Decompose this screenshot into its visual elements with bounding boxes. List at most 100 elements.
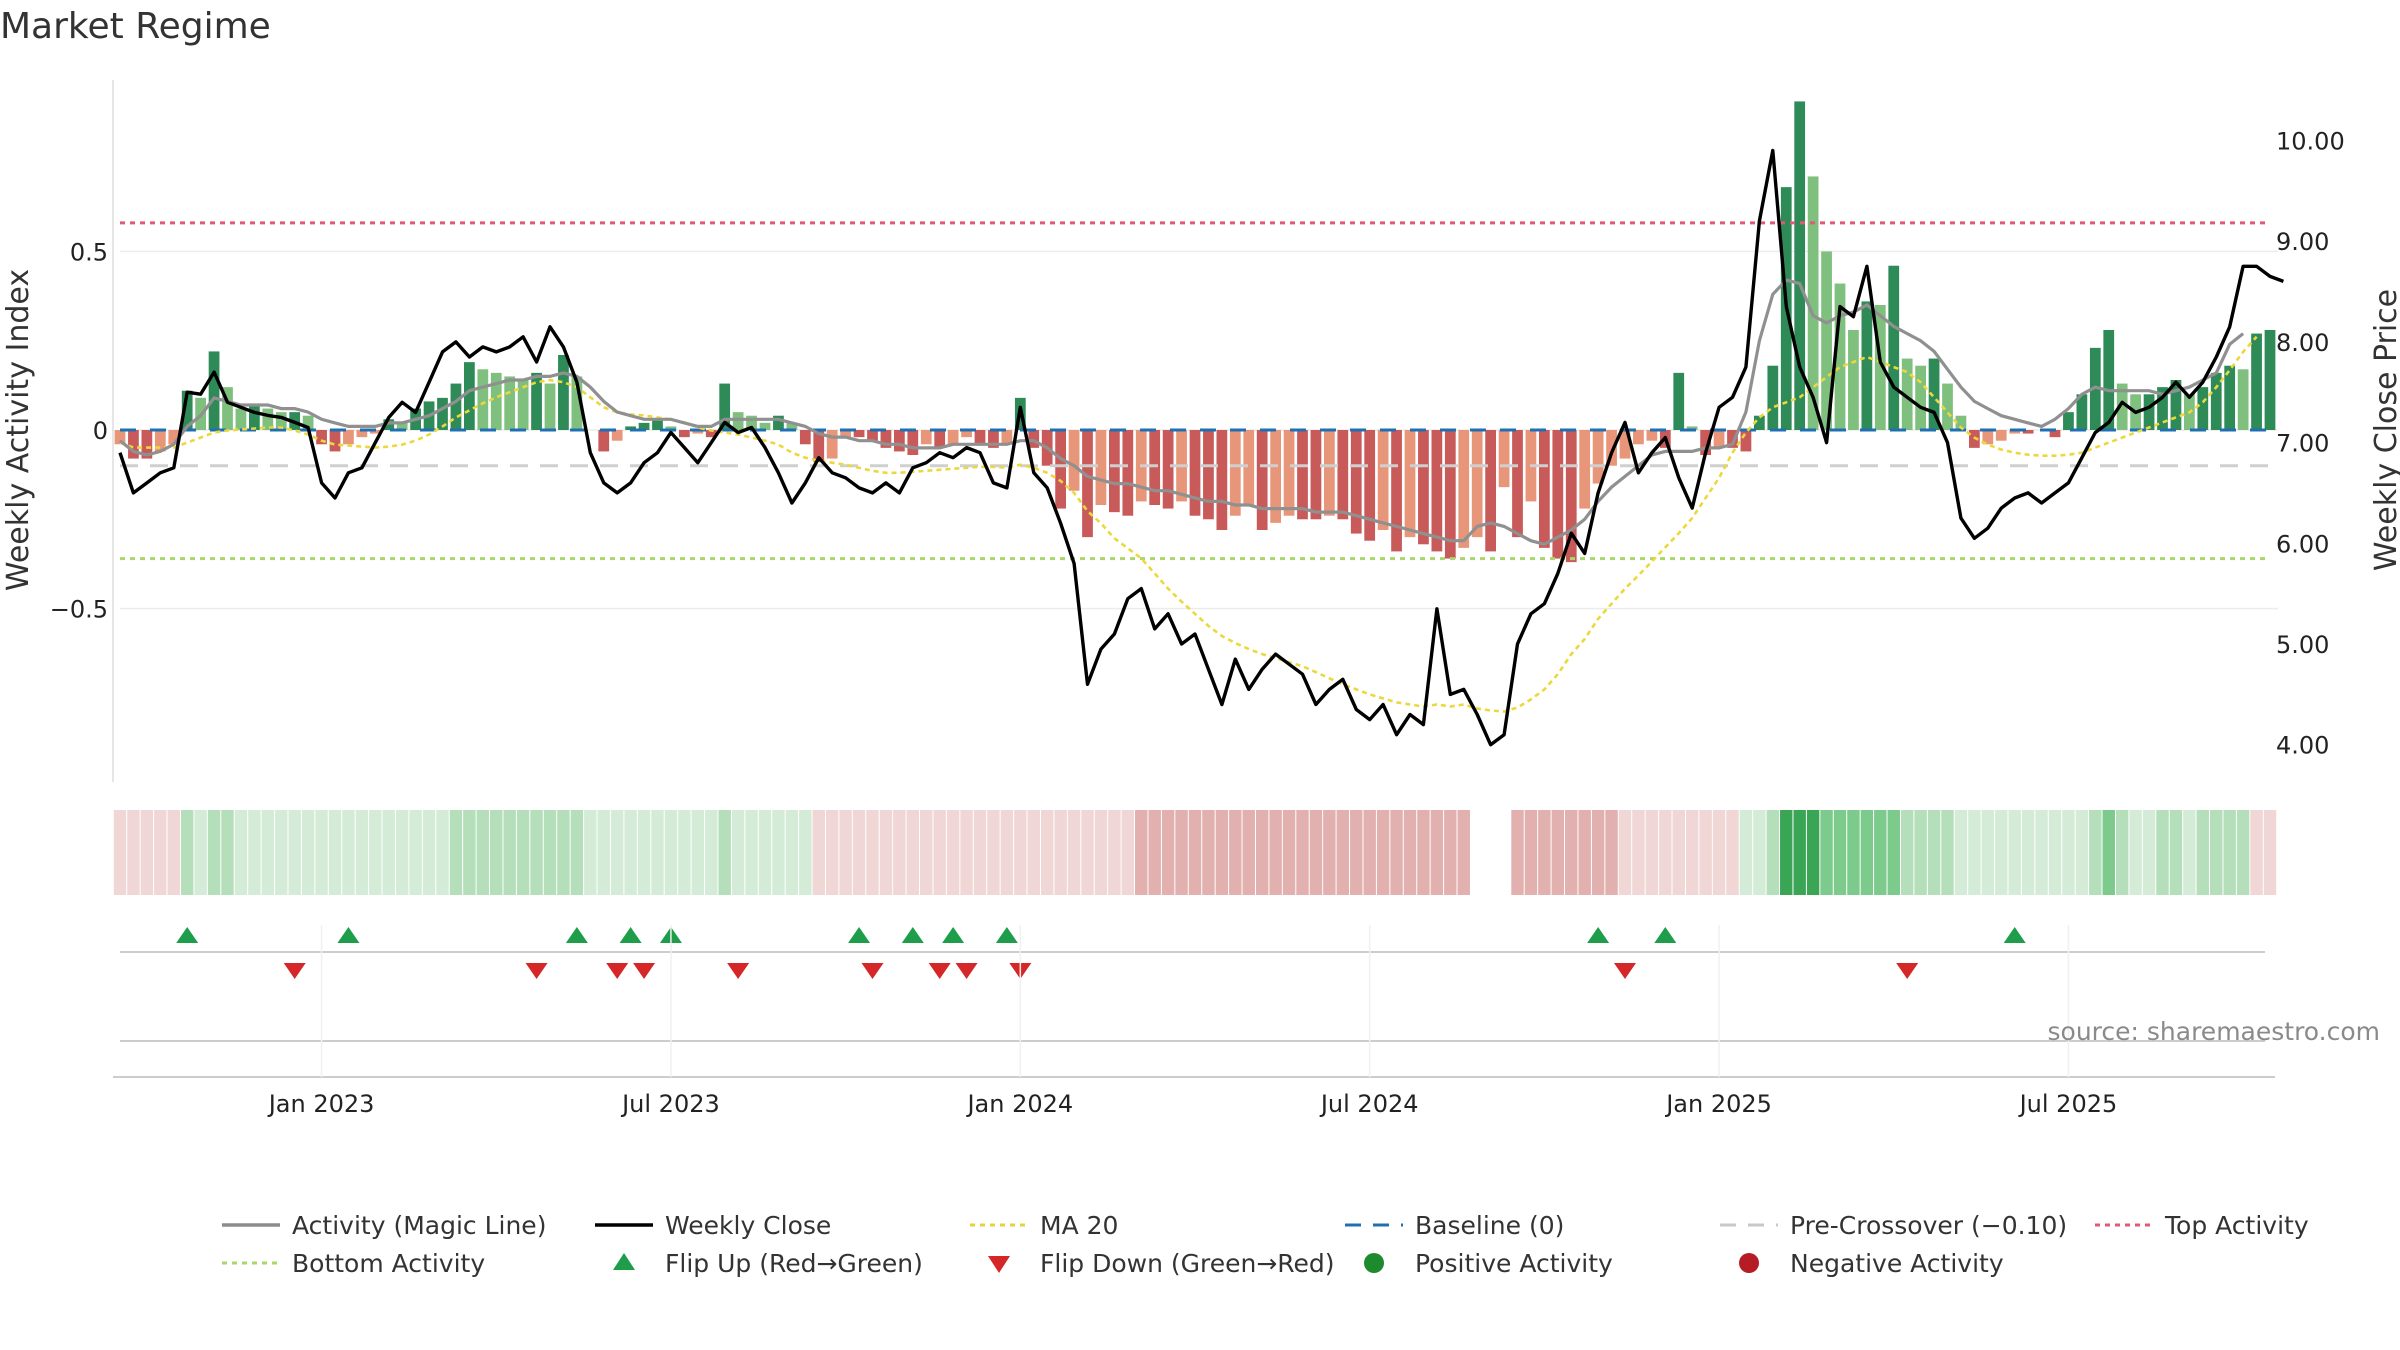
flip-down-marker [861, 963, 884, 979]
regime-cell [1565, 810, 1578, 895]
activity-bar [746, 415, 757, 430]
regime-cell [879, 810, 893, 895]
regime-cell [664, 810, 678, 895]
activity-bar [1955, 415, 1967, 430]
regime-cell [825, 810, 839, 895]
regime-cell [1309, 810, 1323, 895]
regime-cell [1645, 810, 1659, 895]
activity-bar [1901, 358, 1913, 430]
x-tick-label: Jul 2025 [2018, 1090, 2118, 1118]
flip-down-marker [1896, 963, 1919, 979]
legend-swatch [1739, 1253, 1759, 1273]
regime-cell [1927, 810, 1941, 895]
activity-bar [598, 430, 610, 452]
regime-cell [1874, 810, 1887, 895]
regime-strip [113, 810, 2277, 895]
regime-cell [2089, 810, 2102, 895]
activity-bar [799, 430, 811, 445]
x-tick-label: Jan 2023 [267, 1090, 375, 1118]
activity-bar [1471, 430, 1483, 538]
activity-bar [141, 430, 153, 459]
activity-bar [504, 376, 516, 430]
activity-bar [732, 412, 744, 430]
legend-label: Flip Up (Red→Green) [665, 1249, 923, 1278]
regime-cell [1968, 810, 1981, 895]
regime-cell [1108, 810, 1121, 895]
activity-bar [961, 430, 972, 438]
activity-bar [464, 362, 475, 430]
regime-cell [1215, 810, 1229, 895]
activity-bar [450, 383, 462, 430]
legend-label: Bottom Activity [292, 1249, 485, 1278]
activity-bar [1216, 430, 1228, 530]
activity-bar [343, 430, 354, 445]
regime-cell [1255, 810, 1269, 895]
regime-cell [1712, 810, 1726, 895]
regime-cell [369, 810, 382, 895]
activity-bar [934, 430, 946, 448]
activity-bar [1633, 430, 1644, 445]
regime-cell [2196, 810, 2210, 895]
activity-bar [759, 422, 771, 430]
activity-bar [1713, 430, 1725, 448]
activity-bar [920, 430, 932, 445]
regime-cell [906, 810, 920, 895]
activity-bar [1324, 430, 1335, 516]
activity-bar [1189, 430, 1201, 516]
regime-cell [2035, 810, 2048, 895]
regime-cell [718, 810, 731, 895]
activity-bar [894, 430, 905, 452]
legend-label: Negative Activity [1790, 1249, 2004, 1278]
activity-bar [679, 430, 690, 438]
regime-cell [1430, 810, 1444, 895]
activity-bar [477, 369, 489, 430]
activity-bar [625, 426, 636, 430]
activity-bar [316, 430, 327, 445]
regime-cell [772, 810, 785, 895]
regime-cell [933, 810, 946, 895]
regime-cell [610, 810, 624, 895]
legend-label: MA 20 [1040, 1211, 1118, 1240]
regime-cell [261, 810, 275, 895]
legend-label: Weekly Close [665, 1211, 831, 1240]
regime-cell [946, 810, 960, 895]
regime-cell [1981, 810, 1995, 895]
activity-bar [692, 430, 704, 434]
flip-up-marker [995, 927, 1018, 943]
regime-cell [1900, 810, 1914, 895]
regime-cell [1914, 810, 1927, 895]
regime-cell [1833, 810, 1847, 895]
left-axis-label: Weekly Activity Index [1, 269, 36, 591]
activity-bar [1095, 430, 1107, 505]
activity-bar [1458, 430, 1470, 548]
regime-cell [1860, 810, 1874, 895]
magic-line [119, 278, 2245, 547]
regime-cell [2021, 810, 2035, 895]
flip-down-marker [1614, 963, 1636, 979]
regime-cell [1188, 810, 1202, 895]
regime-cell [490, 810, 503, 895]
activity-bar [1364, 430, 1376, 541]
activity-bar [2224, 365, 2236, 430]
regime-cell [2183, 810, 2196, 895]
regime-cell [1780, 810, 1793, 895]
regime-cell [1054, 810, 1067, 895]
regime-cell [2156, 810, 2169, 895]
regime-cell [584, 810, 597, 895]
regime-cell [731, 810, 745, 895]
regime-cell [637, 810, 651, 895]
regime-cell [1793, 810, 1806, 895]
regime-cell [516, 810, 530, 895]
regime-cell [2250, 810, 2263, 895]
activity-bar [571, 376, 583, 430]
regime-cell [1094, 810, 1108, 895]
legend: Activity (Magic Line) Weekly Close MA 20 Ba… [222, 1211, 2309, 1278]
regime-cell [1887, 810, 1900, 895]
regime-cell [1027, 810, 1040, 895]
activity-bar [1055, 430, 1066, 509]
activity-bar [2143, 394, 2155, 430]
activity-bar [302, 415, 314, 430]
flip-up-marker [337, 927, 360, 943]
activity-bar [2103, 330, 2115, 430]
activity-bar [1915, 365, 1926, 430]
